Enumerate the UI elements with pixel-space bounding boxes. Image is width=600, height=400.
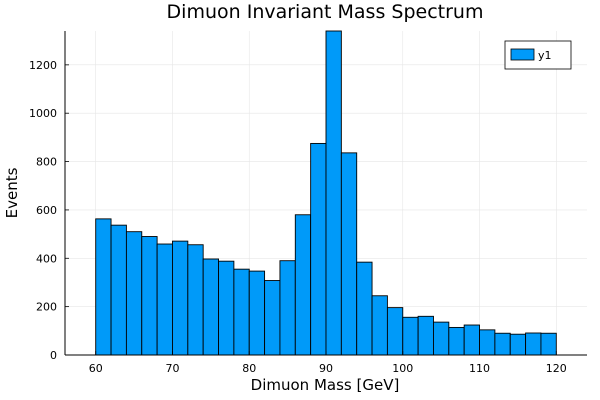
histogram-bar (402, 316, 419, 356)
histogram-bar (156, 243, 173, 356)
histogram-bar (187, 244, 204, 356)
histogram-bar (494, 332, 511, 356)
x-axis-label: Dimuon Mass [GeV] (251, 376, 400, 394)
y-tick-label: 200 (36, 301, 57, 314)
x-tick-label: 60 (89, 362, 103, 375)
axes (64, 31, 587, 356)
histogram-bar (218, 260, 235, 356)
histogram-bar (417, 315, 434, 356)
histogram-bar (95, 218, 112, 356)
histogram-bar (125, 231, 143, 356)
x-tick-label: 100 (392, 362, 413, 375)
y-tick-label: 800 (36, 156, 57, 169)
histogram-bar (325, 30, 342, 356)
histogram-bar (540, 332, 557, 356)
histogram-bar (356, 261, 373, 356)
histogram-bar (202, 258, 219, 356)
y-tick-label: 400 (36, 252, 57, 265)
histogram-bar (110, 224, 127, 356)
histogram-bar (386, 307, 404, 356)
histogram-bar (433, 321, 450, 356)
histogram-bar (525, 332, 542, 356)
histogram-bar (248, 270, 266, 356)
histogram-bar (340, 152, 358, 356)
y-tick-label: 0 (50, 349, 57, 362)
x-tick-label: 80 (242, 362, 256, 375)
histogram-bar (448, 326, 465, 356)
x-tick-label: 110 (469, 362, 490, 375)
x-tick-label: 70 (165, 362, 179, 375)
y-tick-label: 1200 (29, 59, 57, 72)
chart-title: Dimuon Invariant Mass Spectrum (167, 1, 484, 23)
x-tick-label: 90 (319, 362, 333, 375)
legend: y1 (504, 40, 572, 70)
legend-swatch (510, 48, 535, 61)
x-tick-label: 120 (546, 362, 567, 375)
histogram-bar (294, 214, 312, 356)
histogram-bar (371, 295, 388, 356)
histogram-bar (172, 240, 189, 356)
y-tick-label: 600 (36, 204, 57, 217)
histogram-bar (141, 236, 158, 356)
y-tick-label: 1000 (29, 107, 57, 120)
histogram-bar (310, 142, 327, 356)
histogram-bar (479, 329, 496, 356)
y-axis-label: Events (3, 167, 21, 218)
histogram-bar (279, 260, 296, 356)
histogram-bar (264, 280, 281, 356)
legend-label: y1 (538, 49, 552, 62)
histogram-bar (233, 268, 250, 356)
histogram-bar (509, 333, 527, 356)
histogram-bar (463, 324, 480, 356)
